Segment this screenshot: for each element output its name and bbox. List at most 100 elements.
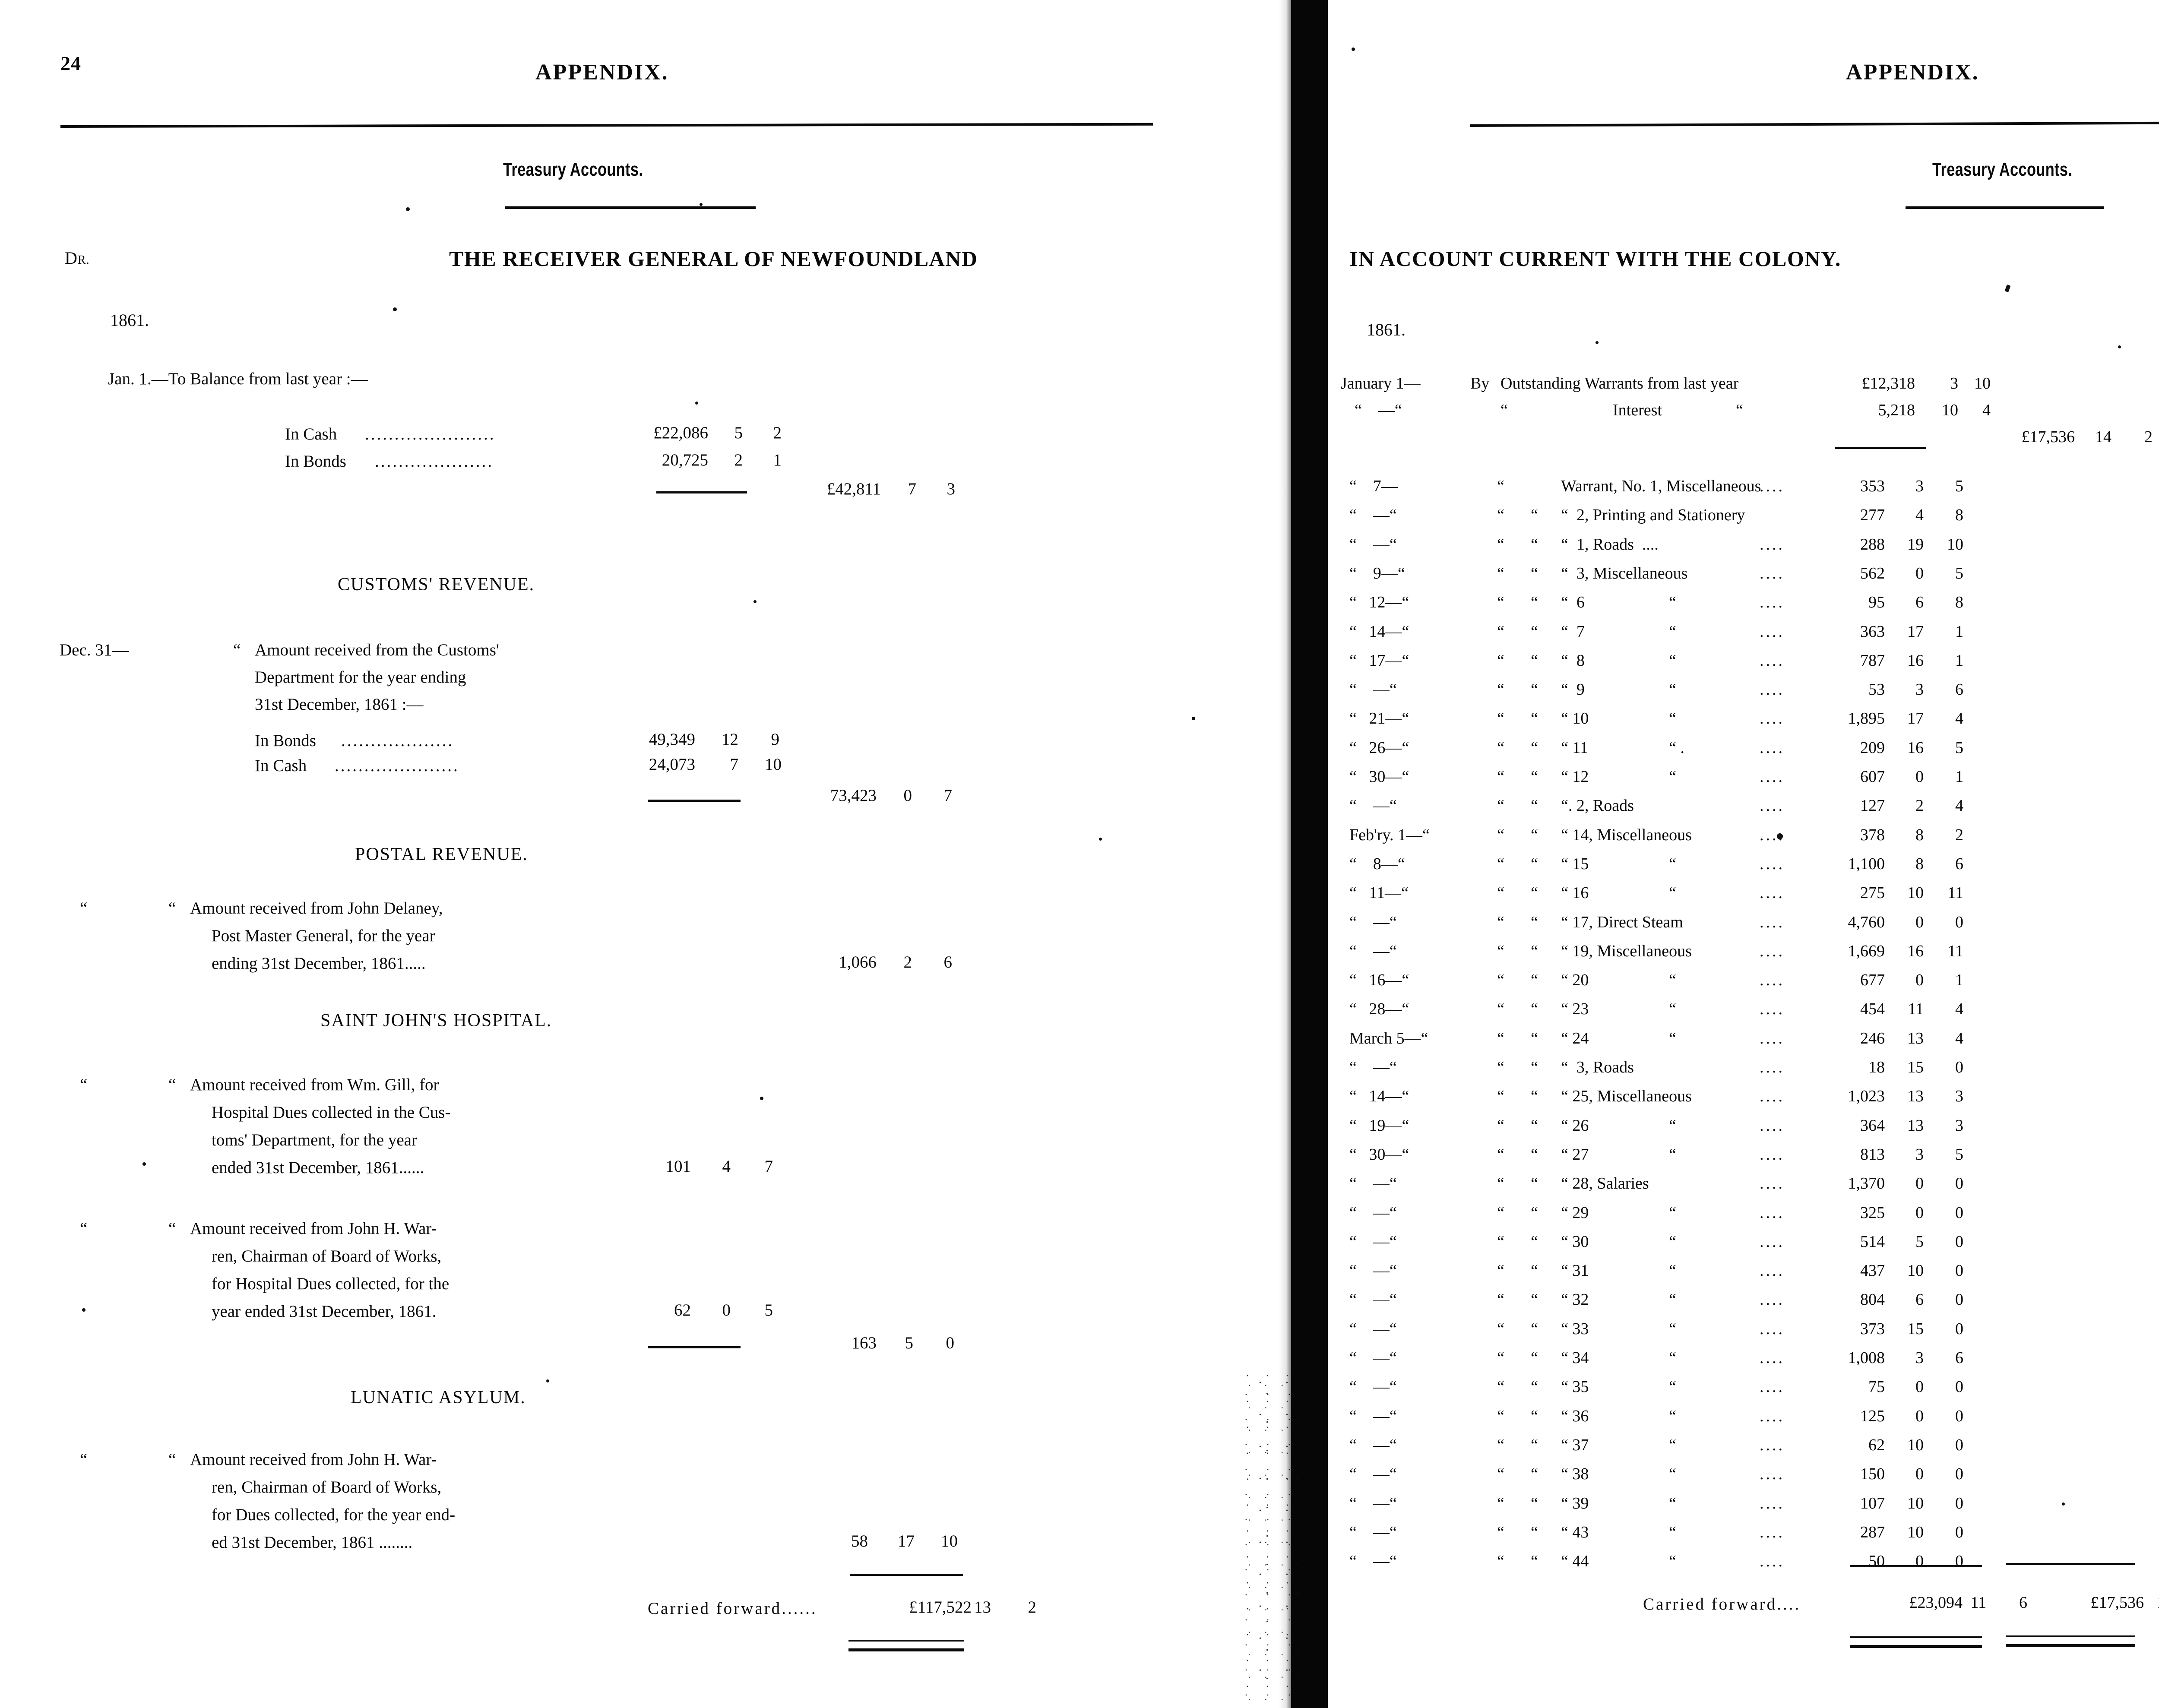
ledger-row-dot-leader: .... [1760, 1465, 1785, 1483]
ledger-row-ditto-3: “ [1669, 1290, 1676, 1309]
dr-label: DR. [65, 248, 90, 268]
ledger-row-shillings: 17 [1907, 622, 1924, 641]
hospital-entry-1-body-0: Amount received from John H. War- [190, 1219, 437, 1238]
ledger-row: “ —“ “ “ “ 3, Roads.... 18 15 0 [1328, 1058, 2159, 1079]
ledger-row: “ —“ “ “ “ 44 “.... 50 0 0 [1328, 1552, 2159, 1572]
ledger-row-date: “ —“ [1349, 797, 1397, 815]
ledger-row-ditto-2: “ [1531, 1407, 1538, 1425]
ledger-row-shillings: 3 [1915, 477, 1924, 495]
ledger-row-description: “ 30 [1561, 1232, 1589, 1251]
ledger-row: “ 11—“ “ “ “ 16 “.... 275 10 11 [1328, 883, 2159, 904]
customs-total-rule [648, 800, 741, 802]
ledger-row-date: March 5—“ [1349, 1029, 1428, 1047]
ledger-row: “ —“ “ “ “ 43 “.... 287 10 0 [1328, 1523, 2159, 1544]
ledger-row-ditto-1: “ [1497, 506, 1504, 525]
ledger-row-dot-leader: .... [1760, 854, 1785, 873]
postal-body-2: ending 31st December, 1861..... [212, 954, 426, 973]
ledger-row-ditto-2: “ [1531, 826, 1538, 844]
ledger-row-dot-leader: .... [1760, 564, 1785, 582]
opening-row-dots-1: .................... [375, 452, 494, 471]
ledger-row-ditto-3: “ [1669, 1552, 1676, 1571]
page-number-left: 24 [60, 52, 81, 74]
ledger-row-description: “ 7 [1561, 622, 1585, 641]
ledger-row-pounds: 454 [1860, 1000, 1885, 1018]
ledger-row-date: “ —“ [1349, 1232, 1397, 1251]
ledger-row-ditto-3: “ [1669, 1319, 1676, 1338]
opening-date-0: January 1— [1341, 374, 1421, 392]
ledger-row-ditto-2: “ [1531, 942, 1538, 960]
ledger-row-ditto-1: “ [1497, 1407, 1504, 1425]
ledger-row-ditto-3: “ [1669, 1465, 1676, 1483]
postal-total-pence: 6 [943, 953, 953, 971]
ledger-row-ditto-3: “ [1669, 593, 1676, 612]
ledger-opening-row: “ —“ “ Interest “ 5,218 10 4 [1328, 401, 2159, 421]
ledger-row-dot-leader: .... [1760, 1407, 1785, 1425]
ledger-row: “ 12—“ “ “ “ 6 “.... 95 6 8 [1328, 593, 2159, 614]
ledger-row-pence: 5 [1955, 477, 1963, 495]
ledger-row-dot-leader: .... [1760, 593, 1785, 612]
ledger-row-pence: 3 [1955, 1116, 1963, 1135]
ledger-row-shillings: 10 [1907, 1523, 1924, 1541]
customs-row-label-0: In Bonds [255, 731, 316, 750]
ledger-row-pence: 0 [1955, 913, 1963, 931]
scan-speck [1352, 47, 1355, 51]
hospital-entry-0-ditto: “ [168, 1075, 176, 1094]
hospital-total-pounds: 163 [851, 1334, 877, 1352]
hospital-entry-0-shillings: 4 [722, 1157, 731, 1176]
opening-shillings-0: 3 [1950, 374, 1958, 392]
scan-speck [393, 307, 397, 311]
ledger-row-ditto-1: “ [1497, 593, 1504, 612]
ledger-row-shillings: 0 [1915, 1552, 1924, 1571]
ledger-row-ditto-1: “ [1497, 1349, 1504, 1367]
ledger-row-ditto-2: “ [1531, 854, 1538, 873]
ledger-row-ditto-2: “ [1531, 1319, 1538, 1338]
left-year: 1861. [110, 310, 149, 330]
ledger-row-description: “ 6 [1561, 593, 1585, 612]
ledger-row-pence: 2 [1955, 826, 1963, 844]
ledger-row-ditto-2: “ [1531, 1029, 1538, 1047]
asylum-pounds: 58 [851, 1532, 868, 1550]
ledger-row-ditto-3: “ [1669, 1349, 1676, 1367]
opening-desc-0: Outstanding Warrants from last year [1501, 374, 1739, 392]
ledger-row-ditto-3: “ [1669, 854, 1676, 873]
ledger-row-ditto-1: “ [1497, 1087, 1504, 1106]
ledger-row-ditto-2: “ [1531, 1232, 1538, 1251]
opening-desc-1: Interest [1613, 401, 1662, 419]
ledger-row: “ 14—“ “ “ “ 25, Miscellaneous.... 1,023 13 3 [1328, 1087, 2159, 1107]
ledger-row-shillings: 8 [1915, 854, 1924, 873]
ledger-row-date: “ 9—“ [1349, 564, 1405, 582]
ledger-row-description: “ 16 [1561, 884, 1589, 902]
ledger-row-description: “ 25, Miscellaneous [1561, 1087, 1692, 1106]
ledger-row: “ —“ “ “ “ 32 “.... 804 6 0 [1328, 1290, 2159, 1311]
carried-forward-pounds-left: £117,522 [909, 1598, 972, 1616]
customs-row-pounds-1: 24,073 [649, 755, 695, 774]
ledger-row-ditto-1: “ [1497, 942, 1504, 960]
header-rule-left [60, 123, 1153, 128]
ledger-row-description: “ 1, Roads .... [1561, 535, 1659, 554]
ledger-row-ditto-3: “ [1669, 1232, 1676, 1251]
ledger-row: “ —“ “ “ “ 9 “.... 53 3 6 [1328, 680, 2159, 701]
ledger-row-date: “ —“ [1349, 1174, 1397, 1193]
cf-rule-bot-b-right [1850, 1645, 1982, 1648]
ledger-row-ditto-3: “ [1669, 622, 1676, 641]
ledger-row-date: “ 30—“ [1349, 1145, 1409, 1164]
ledger-row: March 5—“ “ “ “ 24 “.... 246 13 4 [1328, 1029, 2159, 1050]
ledger-row-description: “ 17, Direct Steam [1561, 913, 1683, 931]
ledger-row-ditto-3: “ [1669, 1262, 1676, 1280]
opening-row-pence-1: 1 [773, 451, 782, 469]
left-page: 24 APPENDIX. Treasury Accounts. DR. THE … [60, 52, 1195, 1651]
ledger-row-dot-leader: .... [1760, 1378, 1785, 1396]
scan-speck [1099, 838, 1102, 841]
hospital-entry-1-pounds: 62 [674, 1301, 691, 1319]
carried-forward-pounds-right: £23,094 [1909, 1594, 1963, 1612]
ledger-row-date: “ —“ [1349, 1349, 1397, 1367]
ledger-row-ditto-1: “ [1497, 1378, 1504, 1396]
carried-forward-label-left: Carried forward...... [648, 1599, 817, 1618]
ledger-row-pence: 0 [1955, 1058, 1963, 1076]
ledger-row-date: “ —“ [1349, 1494, 1397, 1512]
ledger-row: “ —“ “ “ “ 36 “.... 125 0 0 [1328, 1407, 2159, 1427]
ledger-row-ditto-2: “ [1531, 1087, 1538, 1106]
asylum-date: “ [80, 1450, 88, 1469]
ledger-row-pounds: 325 [1860, 1203, 1885, 1222]
ledger-row-pounds: 1,008 [1848, 1349, 1885, 1367]
